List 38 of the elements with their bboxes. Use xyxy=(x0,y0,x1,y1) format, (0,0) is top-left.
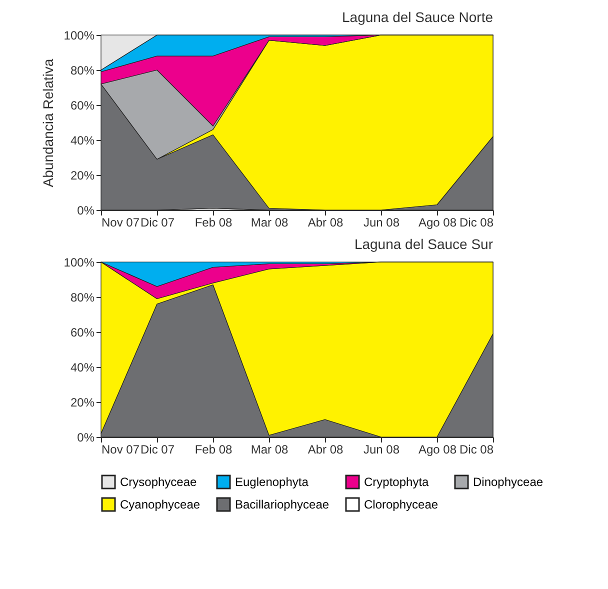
legend-label: Dinophyceae xyxy=(473,474,544,489)
y-tick-label: 80% xyxy=(70,64,95,78)
y-tick-label: 100% xyxy=(64,256,95,270)
y-tick-label: 60% xyxy=(70,98,95,112)
x-tick-label: Jun 08 xyxy=(363,216,400,230)
legend-label: Bacillariophyceae xyxy=(235,498,330,512)
y-tick-label: 40% xyxy=(70,360,95,374)
y-axis-title: Abundancia Relativa xyxy=(40,58,56,188)
legend-label: Cyanophyceae xyxy=(120,498,200,512)
x-tick-label: Dic 07 xyxy=(140,216,175,230)
y-tick-label: 20% xyxy=(70,168,95,182)
x-tick-label: Feb 08 xyxy=(194,442,233,456)
y-tick-label: 20% xyxy=(70,396,95,410)
x-tick-label: Mar 08 xyxy=(250,442,288,456)
x-tick-label: Jun 08 xyxy=(363,442,400,456)
x-tick-label: Dic 08 xyxy=(459,442,494,456)
x-tick-label: Feb 08 xyxy=(194,216,233,230)
x-tick-label: Ago 08 xyxy=(418,442,457,456)
x-tick-label: Abr 08 xyxy=(308,216,344,230)
legend-label: Euglenophyta xyxy=(235,474,309,489)
legend-label: Clorophyceae xyxy=(364,498,438,512)
x-tick-label: Dic 07 xyxy=(140,442,175,456)
y-tick-label: 80% xyxy=(70,290,95,304)
x-tick-label: Nov 07 xyxy=(102,216,140,230)
y-tick-label: 60% xyxy=(70,326,95,340)
x-tick-label: Ago 08 xyxy=(418,216,457,230)
legend-label: Crysophyceae xyxy=(120,474,198,489)
chart-title: Laguna del Sauce Norte xyxy=(342,9,494,25)
y-tick-label: 40% xyxy=(70,134,95,148)
y-tick-label: 0% xyxy=(77,430,95,444)
x-tick-label: Dic 08 xyxy=(459,216,494,230)
chart-title: Laguna del Sauce Sur xyxy=(354,236,494,252)
legend-label: Cryptophyta xyxy=(364,474,430,489)
y-tick-label: 100% xyxy=(64,28,95,42)
x-tick-label: Nov 07 xyxy=(102,442,140,456)
x-tick-label: Mar 08 xyxy=(250,216,288,230)
x-tick-label: Abr 08 xyxy=(308,442,344,456)
y-tick-label: 0% xyxy=(77,204,95,218)
